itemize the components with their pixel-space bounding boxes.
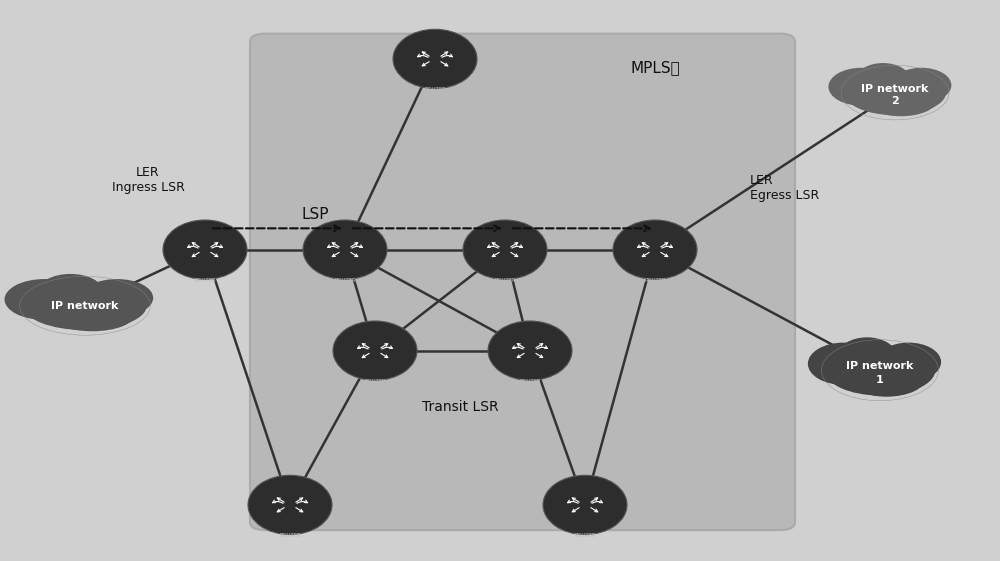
Ellipse shape — [613, 220, 697, 279]
Ellipse shape — [838, 337, 896, 374]
Ellipse shape — [865, 84, 937, 116]
Ellipse shape — [876, 343, 941, 381]
Text: LSP: LSP — [301, 207, 329, 222]
Text: IP network: IP network — [861, 84, 929, 94]
Text: LER
Ingress LSR: LER Ingress LSR — [112, 165, 184, 194]
Ellipse shape — [303, 220, 387, 279]
Ellipse shape — [333, 321, 417, 380]
Ellipse shape — [38, 274, 103, 309]
Text: ROUTER: ROUTER — [644, 278, 666, 283]
Text: LER
Egress LSR: LER Egress LSR — [750, 174, 819, 202]
Ellipse shape — [23, 282, 147, 330]
Ellipse shape — [891, 68, 951, 103]
Ellipse shape — [5, 279, 84, 320]
Text: IP network: IP network — [846, 361, 914, 371]
FancyBboxPatch shape — [250, 34, 795, 530]
Ellipse shape — [488, 321, 572, 380]
Text: Transit LSR: Transit LSR — [422, 400, 498, 413]
Text: ROUTER: ROUTER — [279, 533, 301, 538]
Text: ROUTER: ROUTER — [364, 379, 386, 384]
Ellipse shape — [463, 220, 547, 279]
Text: IP network: IP network — [51, 301, 119, 311]
Ellipse shape — [543, 475, 627, 535]
Ellipse shape — [163, 220, 247, 279]
Ellipse shape — [848, 360, 926, 397]
Ellipse shape — [393, 29, 477, 89]
Ellipse shape — [844, 70, 946, 115]
Ellipse shape — [49, 296, 136, 331]
Text: ROUTER: ROUTER — [519, 379, 541, 384]
Text: ROUTER: ROUTER — [334, 278, 356, 283]
Text: ROUTER: ROUTER — [574, 533, 596, 538]
Ellipse shape — [828, 68, 894, 105]
Text: MPLS域: MPLS域 — [630, 60, 680, 75]
Ellipse shape — [856, 63, 910, 96]
Text: 2: 2 — [891, 96, 899, 107]
Ellipse shape — [808, 343, 879, 385]
Ellipse shape — [81, 279, 153, 317]
Text: 1: 1 — [876, 375, 884, 385]
Ellipse shape — [248, 475, 332, 535]
Text: ROUTER: ROUTER — [494, 278, 516, 283]
Ellipse shape — [825, 345, 935, 396]
Text: ROUTER: ROUTER — [424, 87, 446, 92]
Text: ROUTER: ROUTER — [194, 278, 216, 283]
